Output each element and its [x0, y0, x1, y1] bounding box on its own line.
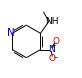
Text: −: −	[52, 55, 58, 61]
Text: O: O	[49, 54, 56, 63]
Text: +: +	[51, 43, 57, 49]
Text: O: O	[52, 37, 59, 46]
Text: NH: NH	[45, 17, 58, 26]
Text: N: N	[7, 28, 15, 38]
Text: N: N	[48, 45, 55, 54]
